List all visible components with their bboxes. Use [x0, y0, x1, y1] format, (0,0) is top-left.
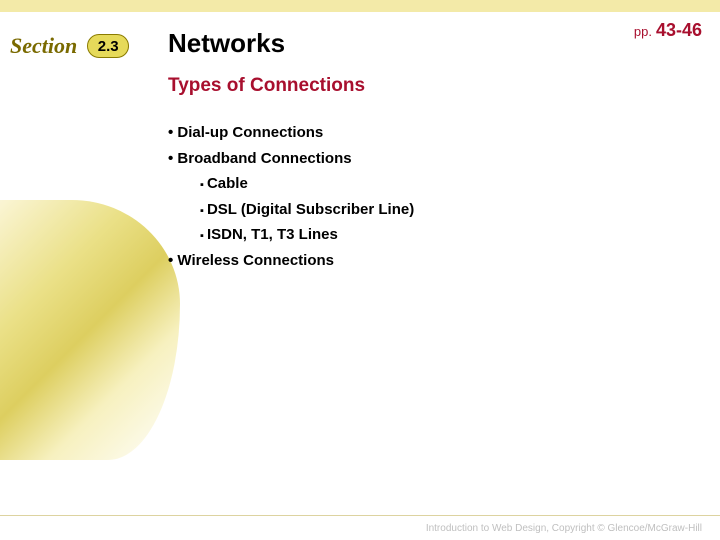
list-item: Broadband Connections: [168, 146, 414, 172]
list-subitem: ISDN, T1, T3 Lines: [200, 222, 414, 248]
subtitle: Types of Connections: [168, 75, 365, 97]
list-subitem: DSL (Digital Subscriber Line): [200, 197, 414, 223]
top-accent-bar: [0, 0, 720, 12]
footer-text: Introduction to Web Design, Copyright © …: [426, 523, 702, 534]
list-subitem: Cable: [200, 171, 414, 197]
footer-divider: [0, 515, 720, 516]
list-item: Wireless Connections: [168, 248, 414, 274]
pp-prefix: pp.: [634, 24, 652, 39]
section-tag: Section 2.3: [0, 33, 129, 59]
list-item: Dial-up Connections: [168, 120, 414, 146]
page-title: Networks: [168, 28, 285, 59]
page-range: pp. 43-46: [634, 20, 702, 41]
section-number-badge: 2.3: [87, 34, 129, 58]
content-block: Dial-up Connections Broadband Connection…: [168, 120, 414, 273]
background-decoration: [0, 200, 180, 460]
pp-pages: 43-46: [656, 20, 702, 40]
section-label: Section: [0, 33, 77, 59]
